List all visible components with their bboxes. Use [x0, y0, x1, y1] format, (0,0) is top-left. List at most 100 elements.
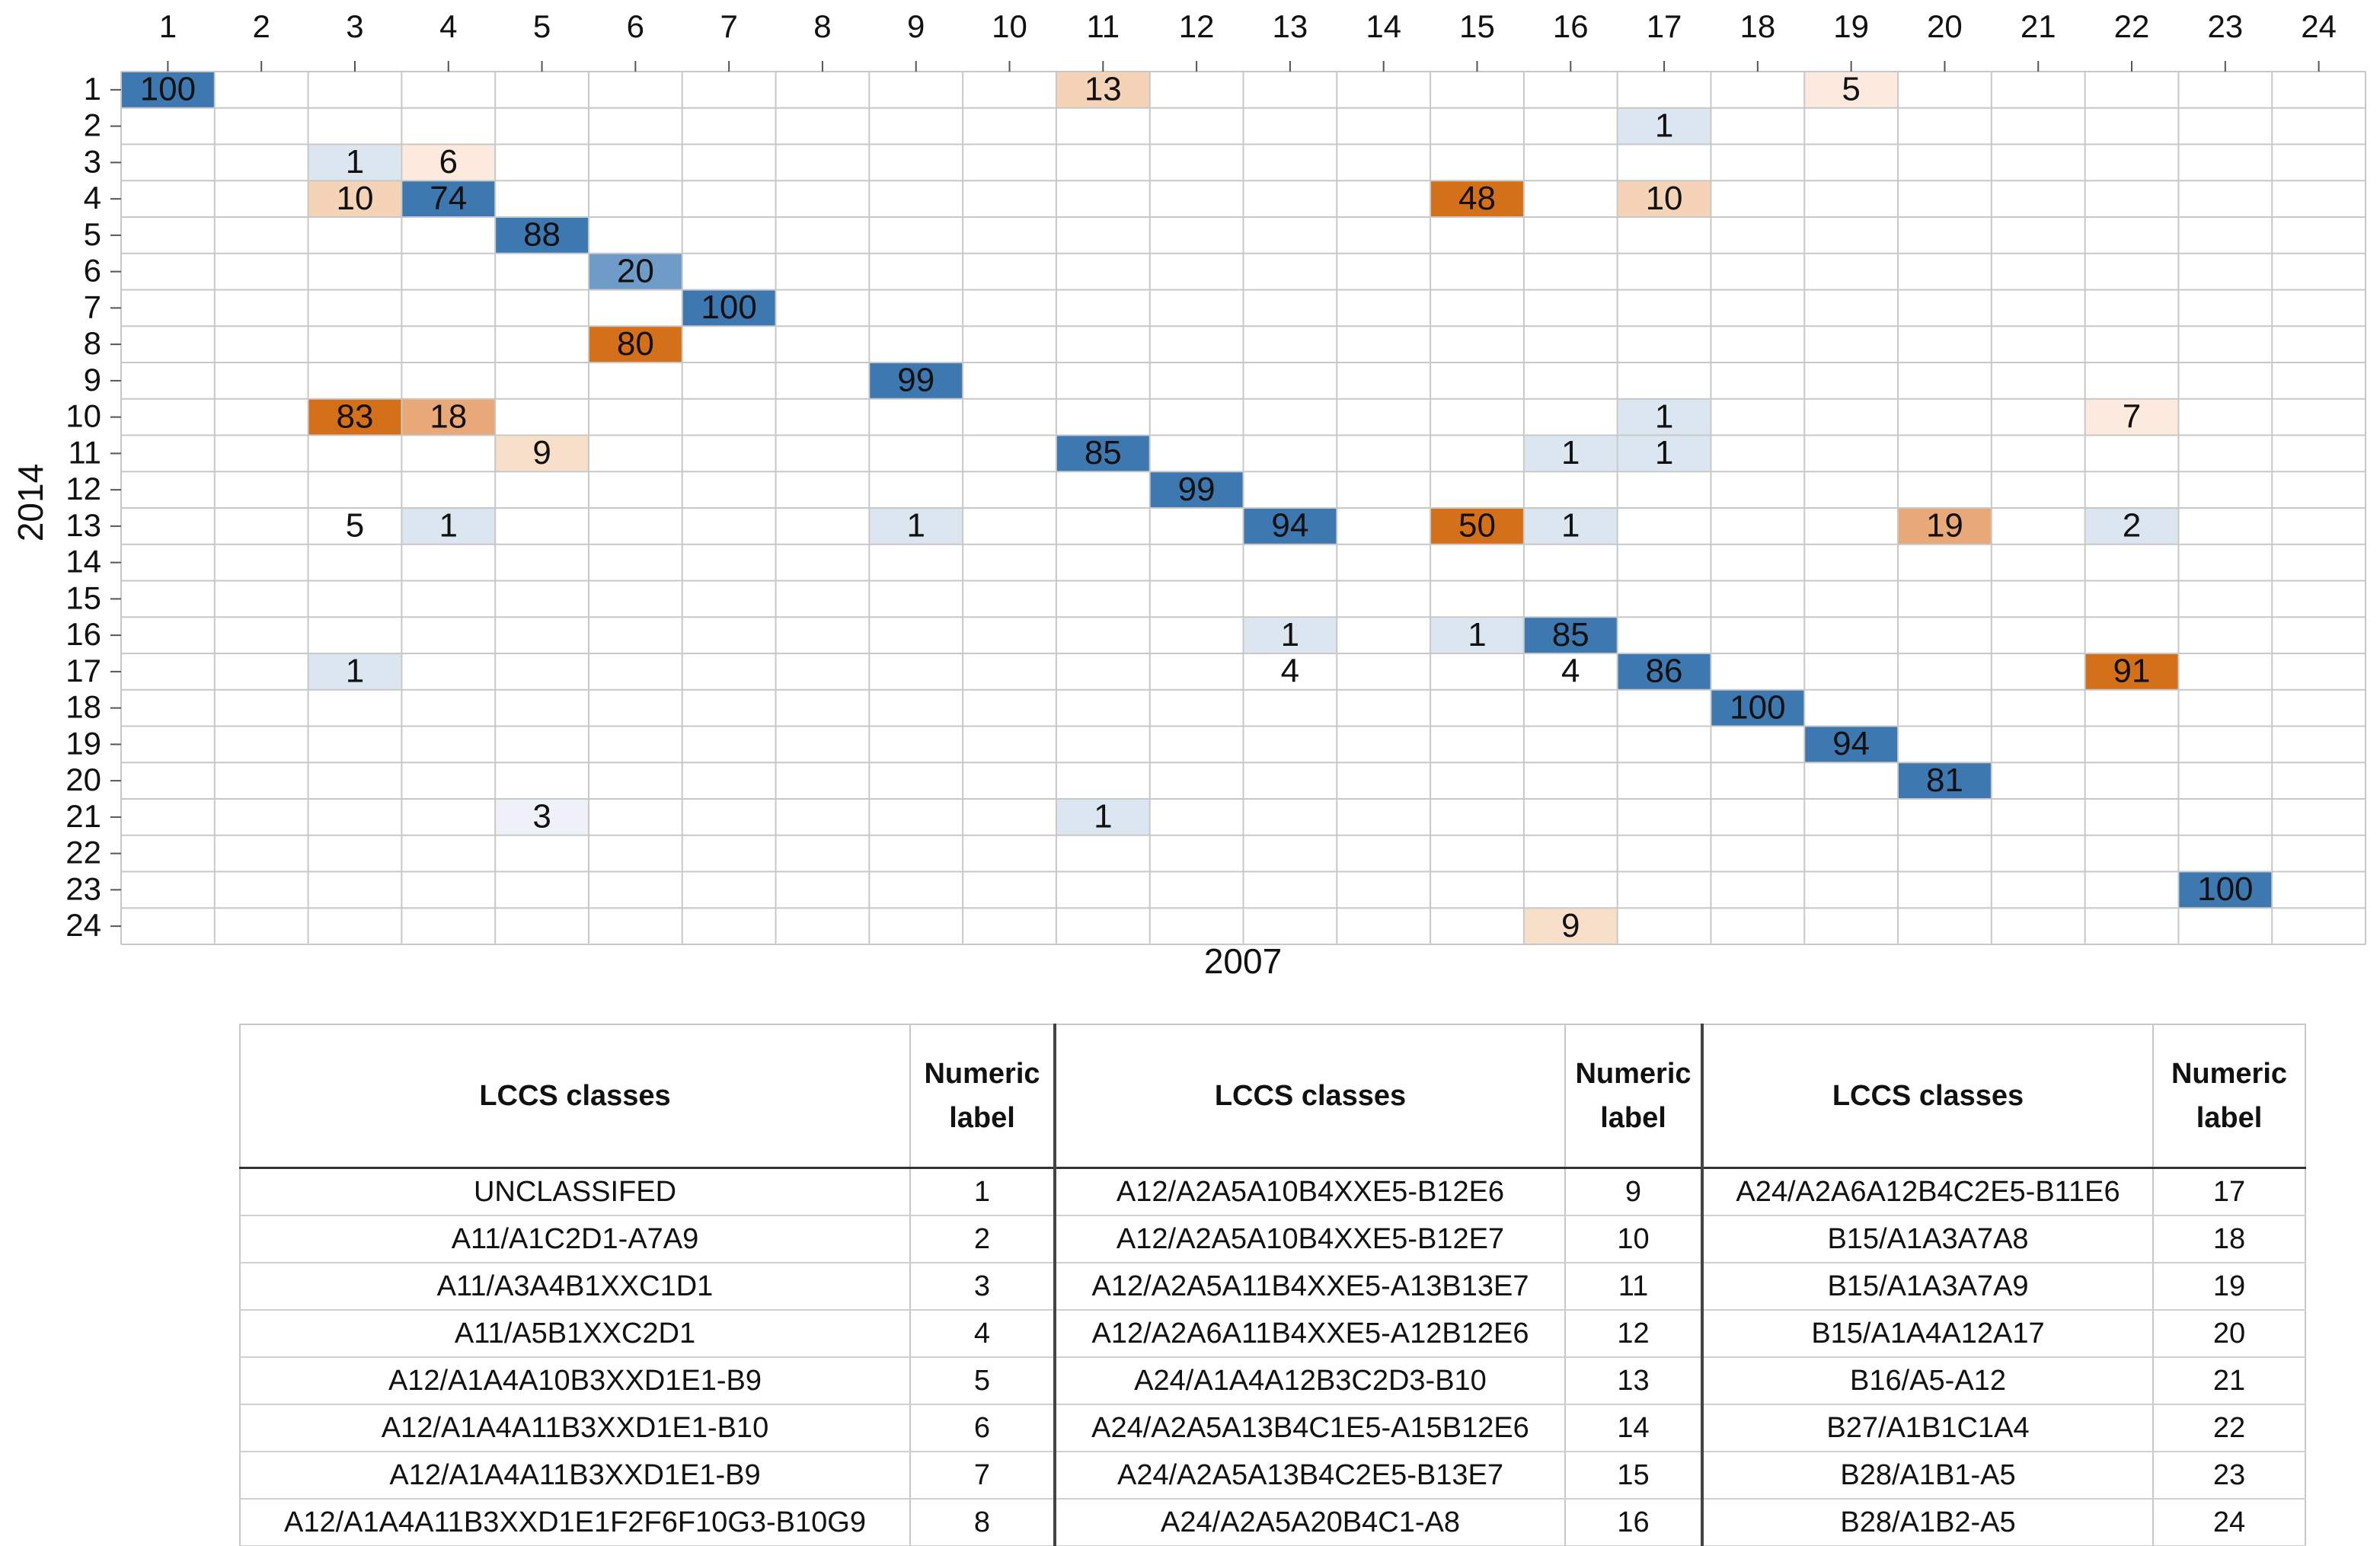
x-tick-label: 23	[2207, 8, 2243, 44]
table-cell: 22	[2153, 1404, 2306, 1452]
cell-label: 13	[1085, 71, 1122, 108]
cell-label: 6	[439, 143, 458, 180]
cell-label: 85	[1085, 434, 1122, 471]
table-cell: 7	[910, 1452, 1056, 1500]
cell	[495, 799, 589, 835]
x-tick-label: 8	[813, 8, 831, 44]
cell-label: 1	[1655, 107, 1673, 144]
table-row: A11/A5B1XXC2D1 4 A12/A2A6A11B4XXE5-A12B12E…	[239, 1310, 2306, 1358]
y-tick-label: 3	[84, 143, 101, 179]
table-cell: B15/A1A3A7A9	[1702, 1263, 2154, 1311]
cell-label: 94	[1271, 507, 1308, 545]
cell-label: 9	[1561, 907, 1580, 944]
cell	[1430, 617, 1524, 653]
x-tick-label: 22	[2114, 8, 2150, 44]
table-cell: 11	[1565, 1263, 1704, 1311]
cell-label: 1	[346, 653, 364, 690]
cell-label: 1	[1561, 507, 1580, 545]
cell	[1149, 471, 1244, 508]
table-cell: 10	[1565, 1215, 1704, 1263]
cell	[1523, 435, 1618, 472]
cell-label: 86	[1646, 653, 1683, 690]
table-cell: 16	[1565, 1499, 1704, 1546]
table-cell: 6	[910, 1404, 1056, 1452]
table-cell: 24	[2153, 1499, 2306, 1546]
cell-label: 1	[346, 143, 364, 180]
cell	[1523, 508, 1618, 545]
cell-label: 94	[1832, 725, 1870, 762]
x-tick-label: 2	[253, 8, 270, 44]
x-tick-label: 7	[720, 8, 737, 44]
cell-label: 7	[2123, 398, 2141, 435]
y-tick-label: 9	[84, 362, 101, 398]
y-tick-label: 19	[65, 725, 101, 761]
table-cell: 2	[910, 1215, 1056, 1263]
cell	[1523, 908, 1618, 944]
cell-label: 5	[346, 507, 364, 545]
x-tick-label: 14	[1366, 8, 1401, 44]
y-tick-label: 8	[84, 325, 101, 361]
cell	[1617, 180, 1711, 217]
cell	[1898, 508, 1992, 545]
cell	[401, 398, 496, 436]
cell	[869, 363, 963, 399]
cell-label: 3	[532, 798, 551, 835]
cell-label: 5	[1842, 71, 1860, 108]
y-tick-label: 4	[84, 180, 101, 216]
cell-label: 99	[897, 362, 934, 399]
x-tick-label: 17	[1647, 8, 1682, 44]
cell-label: 91	[2113, 653, 2151, 690]
x-tick-label: 1	[159, 8, 177, 44]
table-body: UNCLASSIFED 1 A12/A2A5A10B4XXE5-B12E6 9 A24/…	[239, 1167, 2306, 1546]
cell-label: 1	[1655, 398, 1673, 435]
y-tick-label: 22	[65, 835, 101, 870]
cell-label: 85	[1552, 616, 1589, 653]
table-cell: B28/A1B2-A5	[1702, 1499, 2154, 1546]
y-tick-label: 1	[84, 71, 101, 107]
y-axis-label: 2014	[11, 464, 50, 541]
table-cell: B15/A1A3A7A8	[1702, 1215, 2154, 1263]
x-tick-label: 12	[1179, 8, 1215, 44]
table-row: A12/A1A4A11B3XXD1E1F2F6F10G3-B10G9 8 A24/A…	[239, 1499, 2306, 1546]
y-tick-label: 17	[65, 653, 101, 688]
cell-label: 1	[1281, 616, 1299, 653]
table-cell: A24/A2A5A13B4C2E5-B13E7	[1055, 1452, 1566, 1500]
cell-label: 1	[1655, 434, 1673, 471]
table-cell: 13	[1565, 1357, 1704, 1405]
header-cell: Numeric label	[2153, 1024, 2306, 1169]
cell	[495, 217, 589, 254]
cell-label: 4	[1561, 653, 1580, 690]
table-cell: B28/A1B1-A5	[1702, 1452, 2154, 1500]
cell	[308, 508, 402, 545]
cell	[1804, 726, 1899, 763]
cell-label: 10	[337, 180, 374, 217]
cell	[121, 72, 215, 108]
table-cell: A12/A2A6A11B4XXE5-A12B12E6	[1055, 1310, 1566, 1358]
cell-label: 83	[337, 398, 374, 435]
table-cell: UNCLASSIFED	[239, 1167, 911, 1216]
cell	[1523, 653, 1618, 690]
header-cell: LCCS classes	[239, 1024, 911, 1169]
x-tick-label: 16	[1553, 8, 1589, 44]
cell	[2084, 653, 2179, 690]
cell	[308, 180, 402, 217]
table-cell: A24/A2A5A13B4C1E5-A15B12E6	[1055, 1404, 1566, 1452]
table-header: LCCS classes Numeric label LCCS classes Num…	[239, 1024, 2306, 1169]
table-cell: A12/A1A4A10B3XXD1E1-B9	[239, 1357, 911, 1405]
cell-label: 80	[617, 325, 654, 363]
cell	[308, 398, 402, 436]
y-tick-label: 15	[65, 580, 101, 615]
x-tick-label: 15	[1459, 8, 1495, 44]
table-cell: 18	[2153, 1215, 2306, 1263]
cell	[401, 144, 496, 181]
header-cell: LCCS classes	[1702, 1024, 2154, 1169]
cell-label: 4	[1281, 653, 1299, 690]
y-tick-label: 14	[65, 544, 101, 580]
cell	[308, 144, 402, 181]
cell-label: 20	[617, 252, 654, 289]
table-cell: B15/A1A4A12A17	[1702, 1310, 2154, 1358]
cell-label: 2	[2123, 507, 2141, 545]
cell-label: 1	[1094, 798, 1112, 835]
table-cell: 1	[910, 1167, 1056, 1216]
